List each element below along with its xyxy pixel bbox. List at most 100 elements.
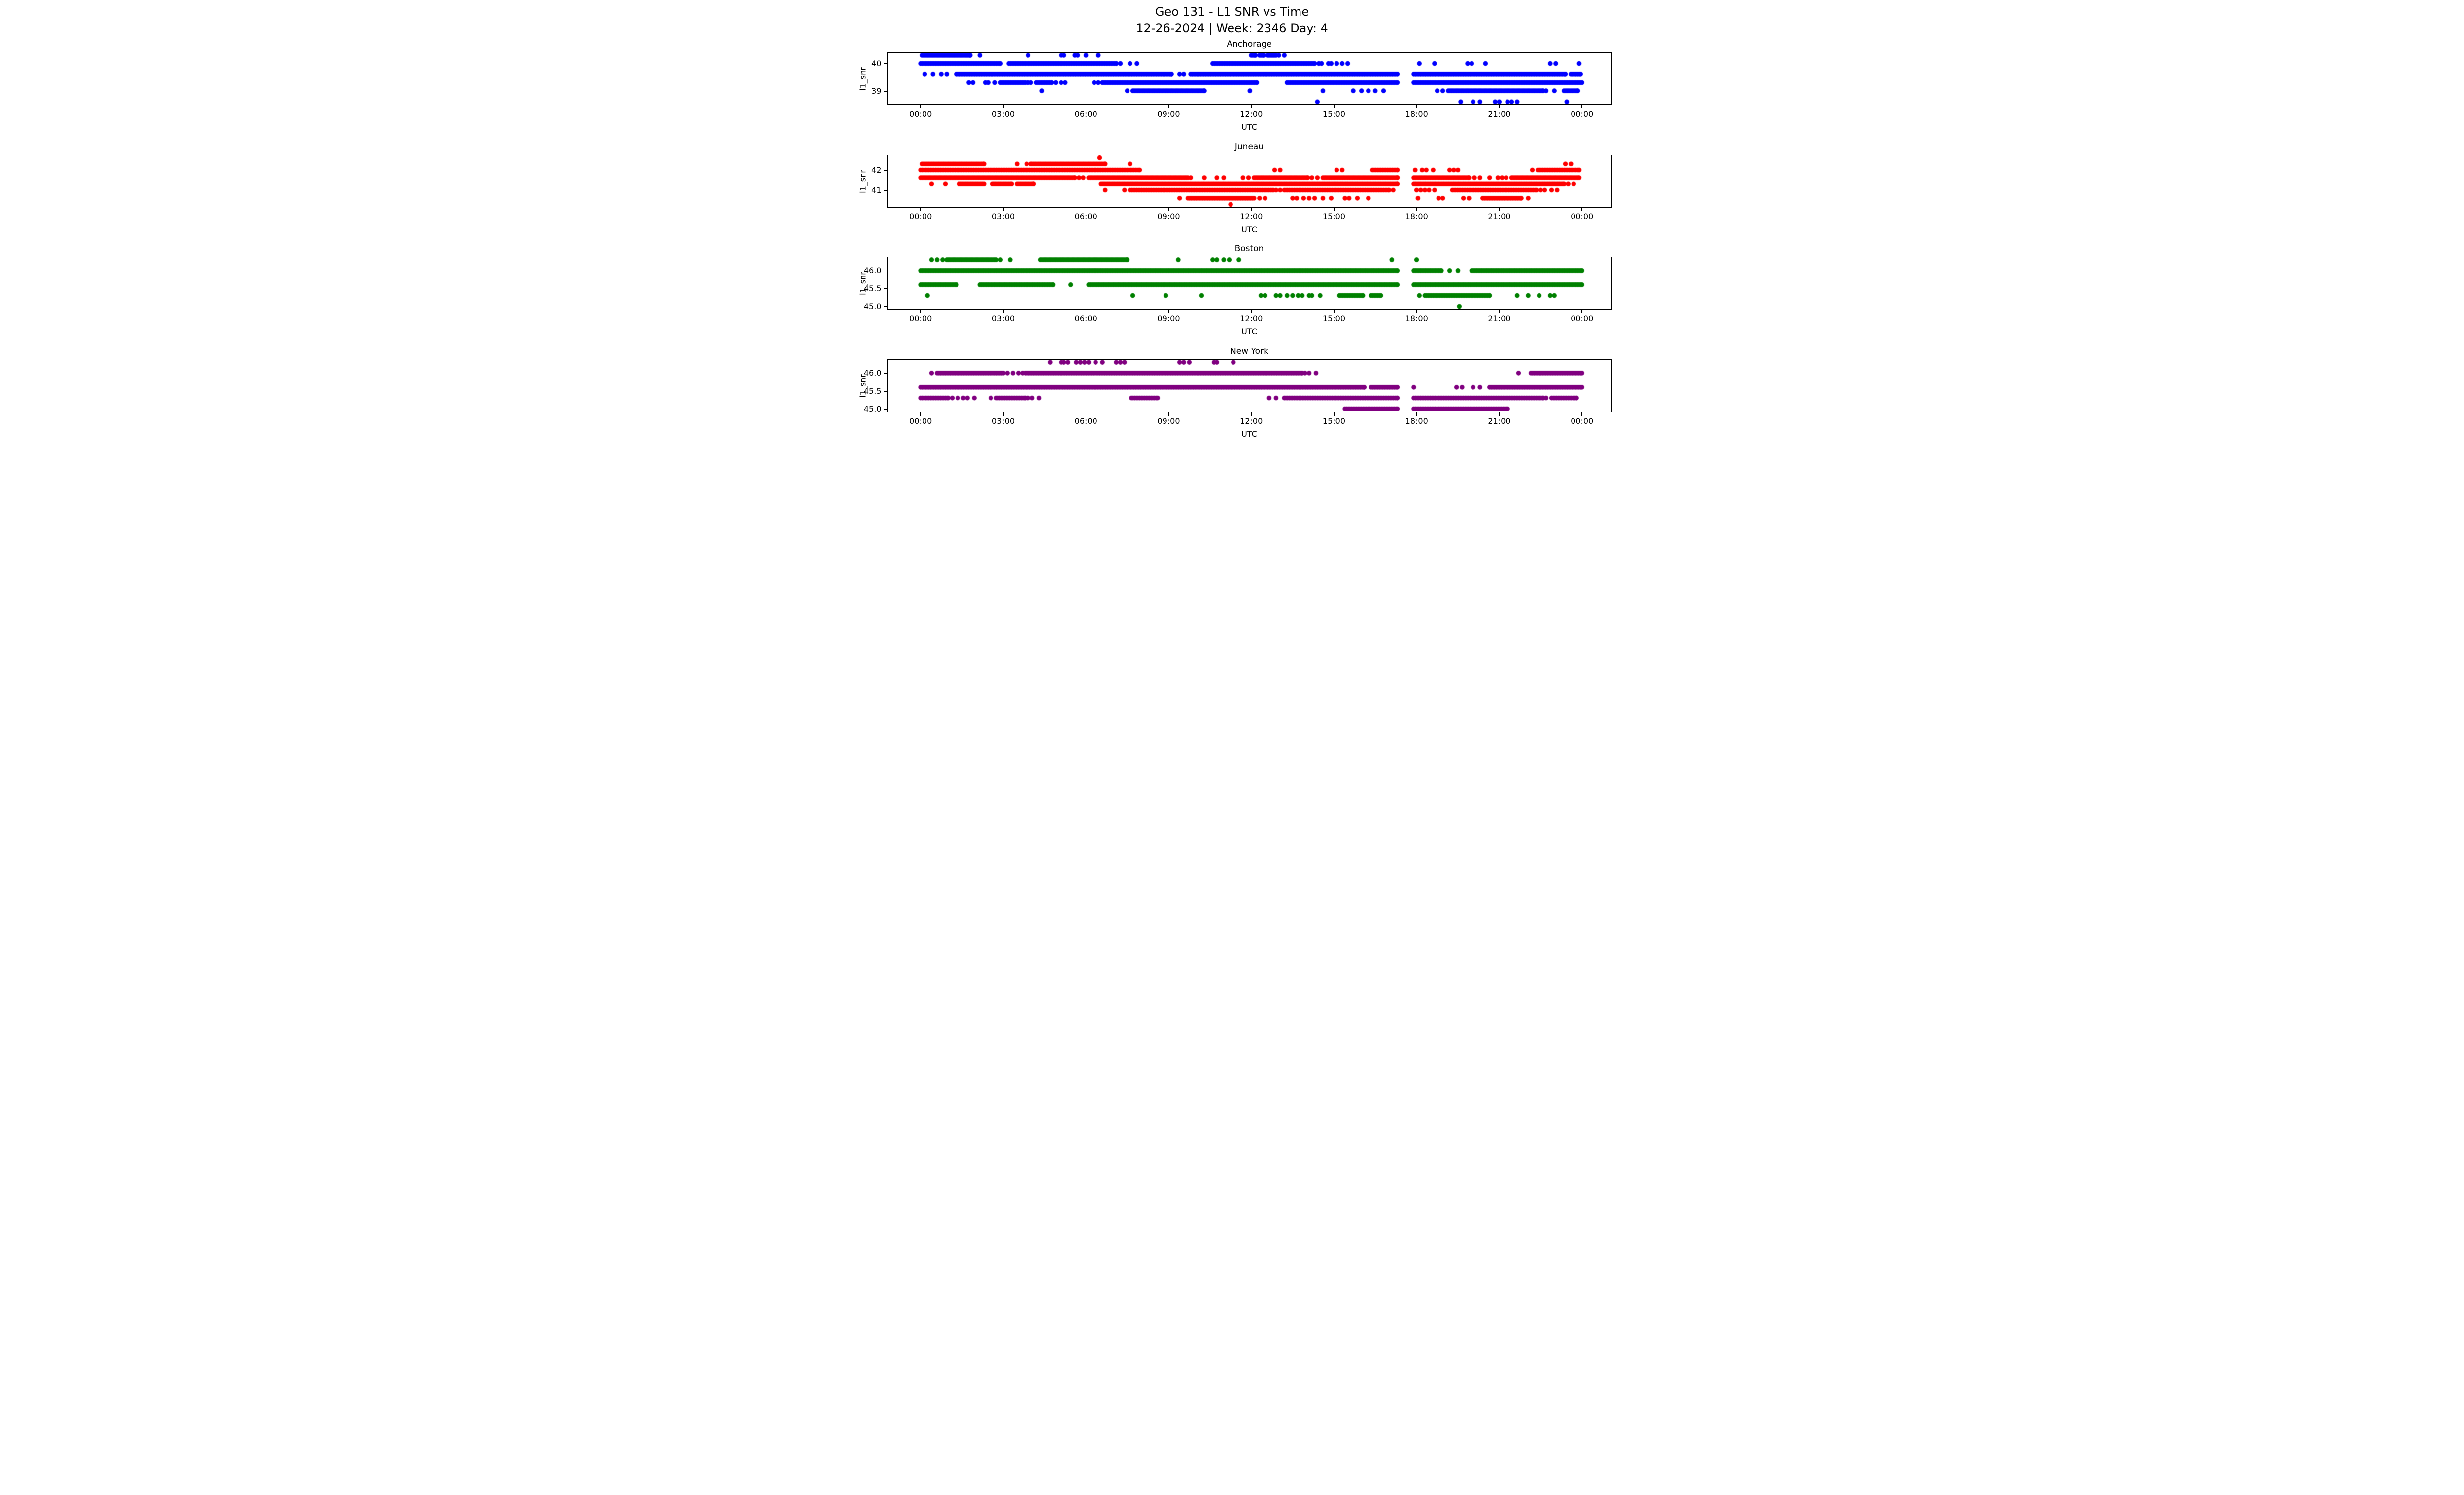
figure-title-line2: 12-26-2024 | Week: 2346 Day: 4	[1136, 21, 1328, 35]
figure: Geo 131 - L1 SNR vs Time 12-26-2024 | We…	[845, 0, 1619, 444]
x-tick-mark-boston-0	[920, 310, 921, 313]
x-tick-mark-anchorage-5	[1334, 105, 1335, 108]
y-tick-label-boston-1: 45.5	[863, 283, 882, 293]
y-tick-label-juneau-1: 41	[871, 185, 882, 195]
x-tick-mark-anchorage-7	[1499, 105, 1500, 108]
x-tick-mark-juneau-8	[1581, 208, 1582, 211]
x-tick-mark-new-york-2	[1085, 412, 1087, 416]
x-tick-mark-new-york-4	[1251, 412, 1252, 416]
figure-title: Geo 131 - L1 SNR vs Time 12-26-2024 | We…	[846, 4, 1619, 36]
x-tick-mark-new-york-1	[1003, 412, 1004, 416]
x-tick-mark-boston-7	[1499, 310, 1500, 313]
x-tick-mark-juneau-6	[1416, 208, 1417, 211]
y-tick-mark-anchorage-1	[883, 90, 887, 92]
scatter-canvas-boston	[887, 257, 1611, 309]
x-tick-mark-anchorage-2	[1085, 105, 1087, 108]
scatter-canvas-new-york	[887, 360, 1611, 411]
axes-anchorage	[887, 52, 1612, 105]
x-tick-label-new-york-6: 18:00	[1405, 417, 1428, 426]
y-tick-label-juneau-0: 42	[871, 165, 882, 175]
y-tick-label-boston-0: 46.0	[863, 266, 882, 276]
y-tick-mark-boston-1	[883, 288, 887, 289]
y-tick-label-new-york-1: 45.5	[863, 386, 882, 396]
subplot-title-anchorage: Anchorage	[1227, 39, 1272, 49]
x-tick-mark-anchorage-8	[1581, 105, 1582, 108]
x-tick-mark-new-york-3	[1168, 412, 1169, 416]
x-tick-label-boston-0: 00:00	[909, 314, 932, 323]
x-tick-mark-anchorage-6	[1416, 105, 1417, 108]
x-tick-label-juneau-2: 06:00	[1074, 212, 1097, 221]
x-tick-label-anchorage-4: 12:00	[1240, 109, 1263, 119]
y-tick-mark-new-york-1	[883, 390, 887, 392]
x-tick-label-juneau-5: 15:00	[1322, 212, 1345, 221]
y-tick-label-anchorage-1: 39	[871, 86, 882, 96]
x-tick-label-boston-7: 21:00	[1488, 314, 1511, 323]
x-tick-label-anchorage-5: 15:00	[1322, 109, 1345, 119]
x-tick-mark-juneau-1	[1003, 208, 1004, 211]
y-tick-mark-anchorage-0	[883, 63, 887, 65]
x-tick-label-boston-3: 09:00	[1157, 314, 1180, 323]
x-tick-mark-boston-5	[1334, 310, 1335, 313]
x-tick-label-boston-5: 15:00	[1322, 314, 1345, 323]
x-tick-label-anchorage-0: 00:00	[909, 109, 932, 119]
x-tick-label-new-york-3: 09:00	[1157, 417, 1180, 426]
y-tick-label-new-york-2: 45.0	[863, 404, 882, 414]
x-tick-label-boston-8: 00:00	[1571, 314, 1594, 323]
x-tick-label-boston-6: 18:00	[1405, 314, 1428, 323]
x-tick-mark-new-york-0	[920, 412, 921, 416]
y-tick-mark-boston-0	[883, 270, 887, 272]
x-tick-label-juneau-3: 09:00	[1157, 212, 1180, 221]
x-tick-mark-new-york-6	[1416, 412, 1417, 416]
x-tick-label-new-york-5: 15:00	[1322, 417, 1345, 426]
x-tick-label-boston-1: 03:00	[992, 314, 1015, 323]
x-tick-mark-new-york-8	[1581, 412, 1582, 416]
x-tick-mark-boston-6	[1416, 310, 1417, 313]
x-tick-label-new-york-4: 12:00	[1240, 417, 1263, 426]
x-tick-mark-anchorage-0	[920, 105, 921, 108]
y-tick-mark-boston-2	[883, 306, 887, 307]
x-tick-mark-juneau-0	[920, 208, 921, 211]
axes-boston	[887, 257, 1612, 310]
x-tick-mark-juneau-4	[1251, 208, 1252, 211]
x-tick-label-juneau-0: 00:00	[909, 212, 932, 221]
x-tick-mark-new-york-5	[1334, 412, 1335, 416]
x-axis-label-juneau: UTC	[1241, 225, 1257, 234]
y-tick-mark-juneau-0	[883, 170, 887, 171]
x-tick-mark-juneau-7	[1499, 208, 1500, 211]
x-tick-label-juneau-6: 18:00	[1405, 212, 1428, 221]
y-tick-mark-new-york-2	[883, 409, 887, 410]
x-tick-label-boston-4: 12:00	[1240, 314, 1263, 323]
x-tick-mark-juneau-3	[1168, 208, 1169, 211]
x-tick-mark-boston-8	[1581, 310, 1582, 313]
x-tick-label-new-york-1: 03:00	[992, 417, 1015, 426]
x-tick-label-juneau-7: 21:00	[1488, 212, 1511, 221]
x-axis-label-anchorage: UTC	[1241, 122, 1257, 132]
y-tick-mark-juneau-1	[883, 190, 887, 191]
y-tick-mark-new-york-0	[883, 373, 887, 374]
x-tick-label-anchorage-1: 03:00	[992, 109, 1015, 119]
figure-title-line1: Geo 131 - L1 SNR vs Time	[1155, 5, 1309, 19]
y-tick-label-anchorage-0: 40	[871, 59, 882, 69]
subplot-title-new-york: New York	[1230, 347, 1268, 356]
x-tick-mark-juneau-5	[1334, 208, 1335, 211]
x-tick-label-new-york-8: 00:00	[1571, 417, 1594, 426]
x-tick-mark-anchorage-4	[1251, 105, 1252, 108]
x-tick-mark-anchorage-1	[1003, 105, 1004, 108]
x-tick-label-new-york-7: 21:00	[1488, 417, 1511, 426]
subplot-title-boston: Boston	[1234, 244, 1264, 254]
x-tick-label-anchorage-6: 18:00	[1405, 109, 1428, 119]
scatter-canvas-juneau	[887, 155, 1611, 207]
x-tick-label-anchorage-7: 21:00	[1488, 109, 1511, 119]
x-tick-label-new-york-0: 00:00	[909, 417, 932, 426]
x-tick-mark-new-york-7	[1499, 412, 1500, 416]
x-tick-label-juneau-8: 00:00	[1571, 212, 1594, 221]
scatter-canvas-anchorage	[887, 53, 1611, 104]
x-axis-label-new-york: UTC	[1241, 429, 1257, 439]
subplot-title-juneau: Juneau	[1234, 142, 1264, 152]
x-tick-label-boston-2: 06:00	[1074, 314, 1097, 323]
x-tick-label-anchorage-2: 06:00	[1074, 109, 1097, 119]
x-tick-label-anchorage-8: 00:00	[1571, 109, 1594, 119]
x-tick-label-juneau-4: 12:00	[1240, 212, 1263, 221]
x-tick-label-anchorage-3: 09:00	[1157, 109, 1180, 119]
x-tick-mark-boston-1	[1003, 310, 1004, 313]
